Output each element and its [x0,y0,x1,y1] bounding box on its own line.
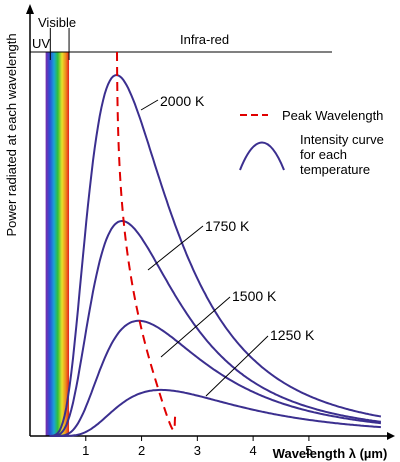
region-label-uv: UV [32,36,50,51]
intensity-curve-1250k [49,388,381,437]
legend-curve-swatch [239,141,285,171]
label-leader-2000k [140,99,159,111]
label-leader-1750k [147,225,204,271]
series-label-1250k: 1250 K [270,327,315,343]
legend-peak-label: Peak Wavelength [282,108,383,123]
series-label-2000k: 2000 K [160,93,205,109]
label-leader-1500k [160,296,231,358]
y-axis-label: Power radiated at each wavelength [4,33,19,236]
intensity-curve-1750k [49,220,382,437]
x-tick-label: 5 [305,443,312,458]
x-tick-label: 1 [82,443,89,458]
x-axis-arrow [387,432,395,440]
series-label-1750k: 1750 K [205,218,250,234]
region-label-infrared: Infra-red [180,32,229,47]
x-axis-label: Wavelength λ (µm) [273,446,388,461]
legend-curve-label: Intensity curve for each temperature [300,132,384,177]
visible-spectrum-band [45,52,70,436]
intensity-curve-1500k [49,319,382,437]
peak-wavelength-line [116,51,179,432]
region-label-visible: Visible [38,15,76,30]
y-axis-arrow [26,4,34,14]
series-label-1500k: 1500 K [232,288,277,304]
x-tick-label: 4 [250,443,257,458]
intensity-curve-2000k [49,73,382,437]
x-tick-label: 2 [138,443,145,458]
x-tick-label: 3 [194,443,201,458]
label-leader-1250k [205,335,269,397]
